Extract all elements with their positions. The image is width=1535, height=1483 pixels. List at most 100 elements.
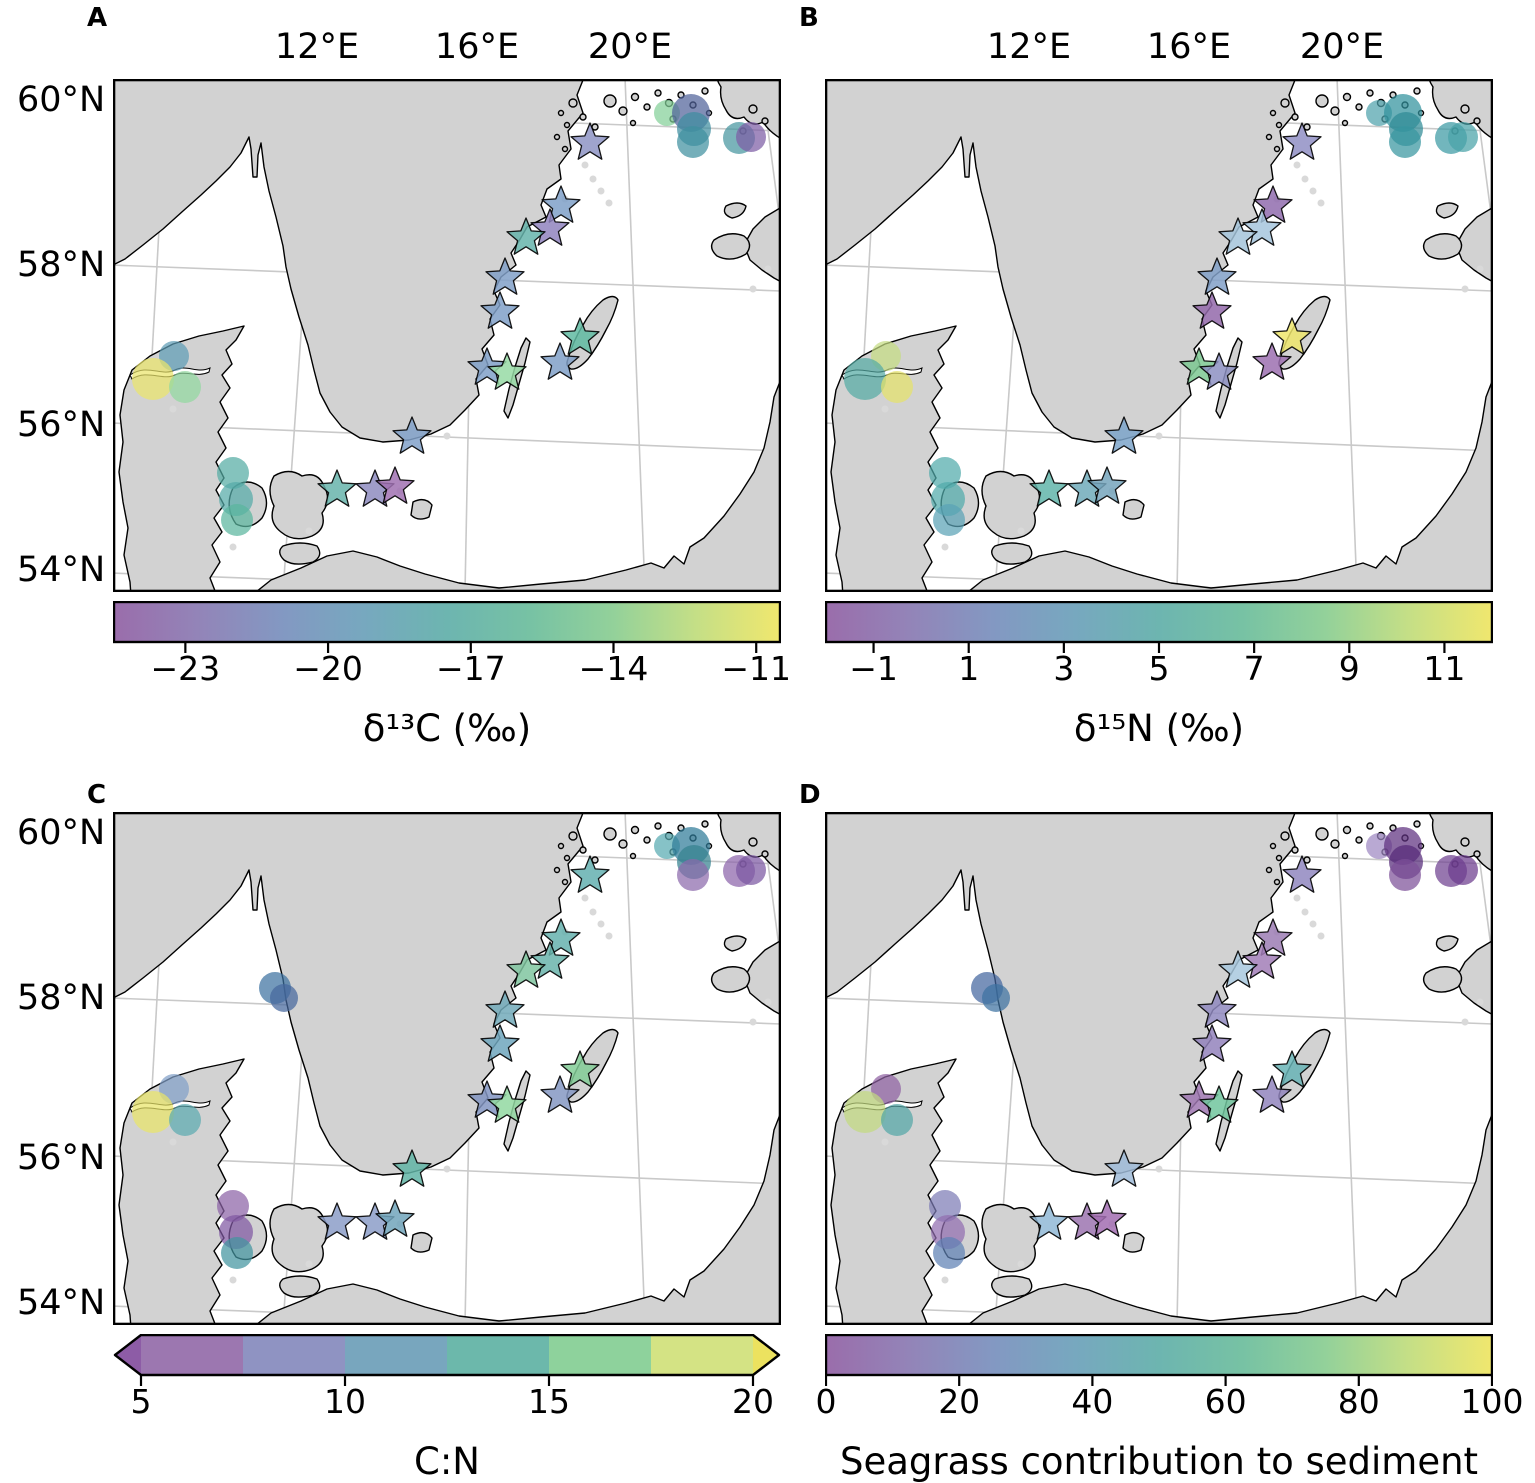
site-marker-star [467,347,507,385]
site-marker-circle [677,859,709,891]
site-marker-circle [881,1104,913,1136]
site-marker-star [1252,342,1292,380]
site-marker-star [1199,352,1239,390]
site-marker-star [317,1202,357,1240]
site-marker-star [1218,950,1258,988]
lat-label-58n: 58°N [17,978,106,1018]
site-marker-star [560,1050,600,1088]
site-marker-star [1252,1075,1292,1113]
panel-a: A 12°E 16°E 20°E 60°N 58°N 56°N 54°N −23… [17,3,792,819]
lon-label-16e: 16°E [1146,27,1232,67]
site-marker-star [487,352,527,390]
site-marker-star [540,342,580,380]
site-marker-circle [217,457,249,489]
site-marker-circle [270,984,298,1012]
site-marker-star [480,1024,520,1062]
colorbar-c-ticks: 5 10 15 20 [113,1382,781,1424]
map-a [113,79,781,592]
panel-c: C 60°N 58°N 56°N 54°N 5 10 15 20 C:N [17,780,781,1483]
site-marker-circle [1448,855,1478,885]
site-marker-star [375,466,415,504]
colorbar-tick-label: 1 [958,649,980,688]
site-marker-star [317,469,357,507]
colorbar-c [113,1334,781,1386]
site-marker-star [375,1199,415,1237]
site-marker-star [1197,990,1237,1028]
colorbar-tick-label: 9 [1338,649,1360,688]
panel-d: D 0 20 40 60 80 100 Seagrass contribution to … [799,780,1524,1483]
lon-label-20e: 20°E [1299,27,1385,67]
site-marker-star [1218,217,1258,255]
lon-label-16e: 16°E [434,27,520,67]
colorbar-tick-label: 7 [1243,649,1265,688]
site-marker-star [1029,1202,1069,1240]
colorbar-tick-label: 3 [1053,649,1075,688]
colorbar-tick-label: 60 [1204,1382,1247,1421]
lat-label-54n: 54°N [17,550,106,590]
colorbar-tick-label: 5 [130,1382,152,1421]
site-marker-star [1087,1199,1127,1237]
colorbar-tick-label: 11 [1423,649,1466,688]
colorbar-tick-label: −20 [293,649,363,688]
colorbar-d-title: Seagrass contribution to sediment (%) [839,1440,1479,1483]
site-marker-circle [169,371,201,403]
site-marker-star [570,122,610,160]
map-c [113,812,781,1325]
site-marker-star [480,291,520,329]
site-marker-circle [844,358,886,400]
map-d [825,812,1493,1325]
site-marker-star [487,1085,527,1123]
colorbar-b [825,601,1493,653]
lat-label-56n: 56°N [17,405,106,445]
panel-label-d: D [799,780,821,810]
panel-b: B 12°E 16°E 20°E −1 1 3 5 7 9 11 δ¹⁵N (‰) [799,3,1493,819]
site-marker-circle [132,358,174,400]
site-marker-star [1192,291,1232,329]
colorbar-tick-label: −1 [849,649,898,688]
lon-label-20e: 20°E [587,27,673,67]
site-marker-circle [132,1091,174,1133]
colorbar-tick-label: 100 [1460,1382,1524,1421]
site-marker-circle [933,504,965,536]
site-marker-circle [929,1190,961,1222]
site-marker-star [1104,416,1144,454]
site-marker-star [540,1075,580,1113]
site-marker-circle [1448,122,1478,152]
colorbar-c-title: C:N [414,1440,480,1483]
site-marker-star [467,1080,507,1118]
site-marker-circle [677,126,709,158]
site-marker-circle [736,855,766,885]
site-marker-circle [933,1237,965,1269]
colorbar-tick-label: −14 [578,649,649,688]
map-svg-a [113,79,781,592]
panel-label-b: B [799,3,819,33]
colorbar-tick-label: 10 [324,1382,366,1421]
colorbar-a [113,601,781,653]
panel-label-a: A [87,3,108,33]
site-marker-star [560,317,600,355]
site-marker-star [485,257,525,295]
colorbar-a-title: δ¹³C (‰) [362,707,532,750]
map-svg-b [825,79,1493,592]
map-b [825,79,1493,592]
site-marker-circle [1389,859,1421,891]
colorbar-tick-label: 15 [528,1382,570,1421]
site-marker-star [1104,1149,1144,1187]
site-marker-star [392,416,432,454]
lat-label-58n: 58°N [17,245,106,285]
site-marker-star [1029,469,1069,507]
site-marker-star [1272,317,1312,355]
site-marker-star [1087,466,1127,504]
colorbar-a-ticks: −23 −20 −17 −14 −11 [113,649,792,691]
colorbar-b-title: δ¹⁵N (‰) [1073,707,1245,750]
site-marker-circle [221,1237,253,1269]
lat-label-56n: 56°N [17,1138,106,1178]
site-marker-circle [169,1104,201,1136]
colorbar-d [825,1334,1493,1386]
colorbar-tick-label: 5 [1148,649,1170,688]
colorbar-tick-label: 20 [732,1382,774,1421]
lon-label-12e: 12°E [274,27,360,67]
colorbar-tick-label: 0 [815,1382,837,1421]
site-marker-star [1282,855,1322,893]
